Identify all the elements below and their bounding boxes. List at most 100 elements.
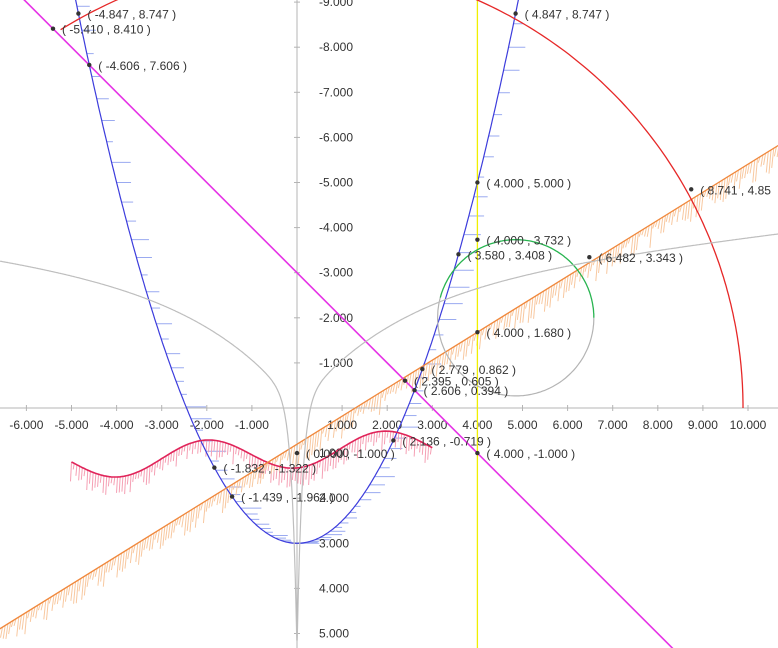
point-label: ( 2.606 , 0.394 ) xyxy=(424,384,509,398)
orange-hatch xyxy=(711,185,715,201)
orange-hatch xyxy=(186,511,190,531)
intersection-point xyxy=(475,237,480,242)
orange-hatch xyxy=(0,627,3,638)
x-tick-label: 7.000 xyxy=(598,418,628,432)
wave-hatch xyxy=(148,465,151,484)
orange-hatch xyxy=(698,193,702,212)
intersection-point xyxy=(475,180,480,185)
intersection-point xyxy=(475,450,480,456)
point-label: ( 2.779 , 0.862 ) xyxy=(431,363,516,377)
orange-hatch xyxy=(538,292,542,305)
orange-hatch xyxy=(533,296,537,319)
orange-hatch xyxy=(752,159,756,183)
wave-hatch xyxy=(72,463,75,470)
orange-hatch xyxy=(430,359,434,375)
orange-hatch xyxy=(159,527,163,549)
wave-hatch xyxy=(137,471,140,479)
point-label: ( 0.000 , -1.000 ) xyxy=(306,447,395,461)
orange-hatch xyxy=(468,336,472,347)
orange-hatch xyxy=(370,396,374,412)
x-tick-label: 10.000 xyxy=(730,418,767,432)
orange-hatch xyxy=(424,363,428,376)
orange-hatch xyxy=(246,474,250,485)
y-tick-label: 5.000 xyxy=(319,627,349,641)
orange-hatch xyxy=(311,433,315,456)
wave-hatch xyxy=(80,467,83,480)
orange-hatch xyxy=(81,576,85,600)
wave-hatch xyxy=(419,441,422,453)
orange-hatch xyxy=(202,501,206,524)
orange-hatch xyxy=(776,148,778,158)
point-label: ( -5.410 , 8.410 ) xyxy=(62,23,151,37)
wave-hatch xyxy=(275,465,278,479)
orange-hatch xyxy=(227,485,231,504)
orange-hatch xyxy=(78,578,82,592)
wave-hatch xyxy=(405,435,408,455)
orange-hatch xyxy=(508,311,512,328)
orange-hatch xyxy=(392,383,396,393)
orange-hatch xyxy=(668,211,672,223)
x-tick-label: -6.000 xyxy=(9,418,43,432)
orange-hatch xyxy=(451,346,455,355)
orange-hatch xyxy=(8,622,12,635)
wave-hatch xyxy=(251,455,254,468)
orange-hatch xyxy=(162,526,166,546)
wave-hatch xyxy=(240,449,243,459)
orange-hatch xyxy=(135,543,139,562)
orange-hatch xyxy=(519,304,523,324)
orange-hatch xyxy=(143,538,147,551)
x-tick-label: 3.000 xyxy=(417,418,447,432)
wave-hatch xyxy=(313,463,316,481)
orange-hatch xyxy=(422,364,426,384)
orange-hatch xyxy=(557,280,561,302)
intersection-point xyxy=(412,388,417,393)
orange-hatch xyxy=(549,285,553,308)
wave-hatch xyxy=(213,440,216,452)
orange-hatch xyxy=(148,534,152,551)
orange-hatch xyxy=(765,151,769,173)
orange-hatch xyxy=(465,338,469,357)
series-big-circle-arc xyxy=(60,0,744,408)
orange-hatch xyxy=(113,556,117,566)
orange-hatch xyxy=(62,588,66,608)
orange-hatch xyxy=(327,423,331,441)
wave-hatch xyxy=(381,431,384,451)
wave-hatch xyxy=(427,445,430,460)
orange-hatch xyxy=(97,566,101,586)
wave-hatch xyxy=(143,468,146,483)
wave-hatch xyxy=(354,439,357,453)
orange-hatch xyxy=(46,598,49,620)
orange-hatch xyxy=(335,418,339,432)
orange-hatch xyxy=(216,492,220,506)
point-label: ( -1.832 , -1.322 ) xyxy=(223,462,316,476)
wave-hatch xyxy=(191,442,194,455)
orange-hatch xyxy=(243,475,247,488)
orange-hatch xyxy=(248,472,252,489)
orange-hatch xyxy=(495,319,499,339)
orange-hatch xyxy=(500,316,504,323)
wave-hatch xyxy=(94,473,97,488)
orange-hatch xyxy=(665,213,669,223)
orange-hatch xyxy=(322,427,325,434)
orange-hatch xyxy=(48,596,52,604)
orange-hatch xyxy=(313,432,317,452)
series-cusp-right xyxy=(296,233,778,641)
orange-hatch xyxy=(565,275,569,293)
orange-hatch xyxy=(27,610,31,619)
wave-hatch xyxy=(172,450,175,462)
orange-hatch xyxy=(389,385,393,394)
intersection-point xyxy=(391,438,396,443)
orange-hatch xyxy=(338,417,342,429)
orange-hatch xyxy=(305,437,309,459)
orange-hatch xyxy=(265,462,269,471)
orange-hatch xyxy=(741,166,745,179)
wave-hatch xyxy=(235,447,238,455)
orange-hatch xyxy=(676,206,680,223)
orange-hatch xyxy=(43,600,47,620)
x-tick-label: 1.000 xyxy=(327,418,357,432)
orange-hatch xyxy=(492,321,496,336)
orange-hatch xyxy=(121,551,125,572)
orange-hatch xyxy=(481,327,485,336)
wave-hatch xyxy=(124,475,127,495)
orange-hatch xyxy=(746,163,750,174)
